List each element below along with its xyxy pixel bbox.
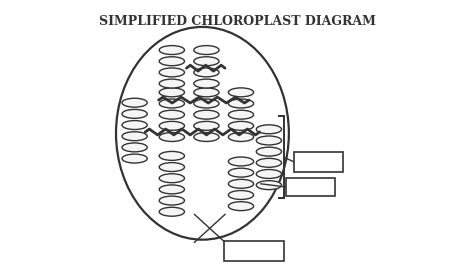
Ellipse shape <box>194 46 219 55</box>
Ellipse shape <box>159 196 184 205</box>
Text: SIMPLIFIED CHLOROPLAST DIAGRAM: SIMPLIFIED CHLOROPLAST DIAGRAM <box>99 15 375 28</box>
Ellipse shape <box>228 168 254 177</box>
Ellipse shape <box>159 133 184 142</box>
Ellipse shape <box>159 174 184 183</box>
Ellipse shape <box>194 133 219 142</box>
Ellipse shape <box>159 57 184 66</box>
Ellipse shape <box>194 99 219 108</box>
Ellipse shape <box>194 110 219 119</box>
Ellipse shape <box>159 88 184 97</box>
Ellipse shape <box>122 154 147 163</box>
Ellipse shape <box>159 79 184 88</box>
Bar <box>224 241 283 261</box>
Ellipse shape <box>122 98 147 107</box>
Ellipse shape <box>228 99 254 108</box>
Ellipse shape <box>122 132 147 141</box>
Ellipse shape <box>194 79 219 88</box>
Ellipse shape <box>228 88 254 97</box>
Ellipse shape <box>122 109 147 118</box>
Ellipse shape <box>194 68 219 77</box>
Ellipse shape <box>159 121 184 130</box>
Ellipse shape <box>159 207 184 216</box>
Ellipse shape <box>256 136 282 145</box>
Ellipse shape <box>159 99 184 108</box>
Ellipse shape <box>228 133 254 142</box>
Ellipse shape <box>159 163 184 171</box>
Ellipse shape <box>122 143 147 152</box>
Ellipse shape <box>194 88 219 97</box>
Bar <box>286 178 336 196</box>
Ellipse shape <box>256 125 282 134</box>
Ellipse shape <box>256 147 282 156</box>
Ellipse shape <box>228 121 254 130</box>
Ellipse shape <box>122 120 147 130</box>
Ellipse shape <box>194 121 219 130</box>
Ellipse shape <box>159 110 184 119</box>
Ellipse shape <box>256 181 282 190</box>
Ellipse shape <box>256 158 282 167</box>
Ellipse shape <box>159 152 184 160</box>
Ellipse shape <box>159 185 184 194</box>
Ellipse shape <box>228 191 254 199</box>
Bar <box>294 152 343 172</box>
Ellipse shape <box>159 46 184 55</box>
Ellipse shape <box>228 202 254 211</box>
Ellipse shape <box>228 179 254 188</box>
Ellipse shape <box>228 157 254 166</box>
Ellipse shape <box>159 68 184 77</box>
Ellipse shape <box>194 57 219 66</box>
Ellipse shape <box>256 170 282 178</box>
Ellipse shape <box>228 110 254 119</box>
